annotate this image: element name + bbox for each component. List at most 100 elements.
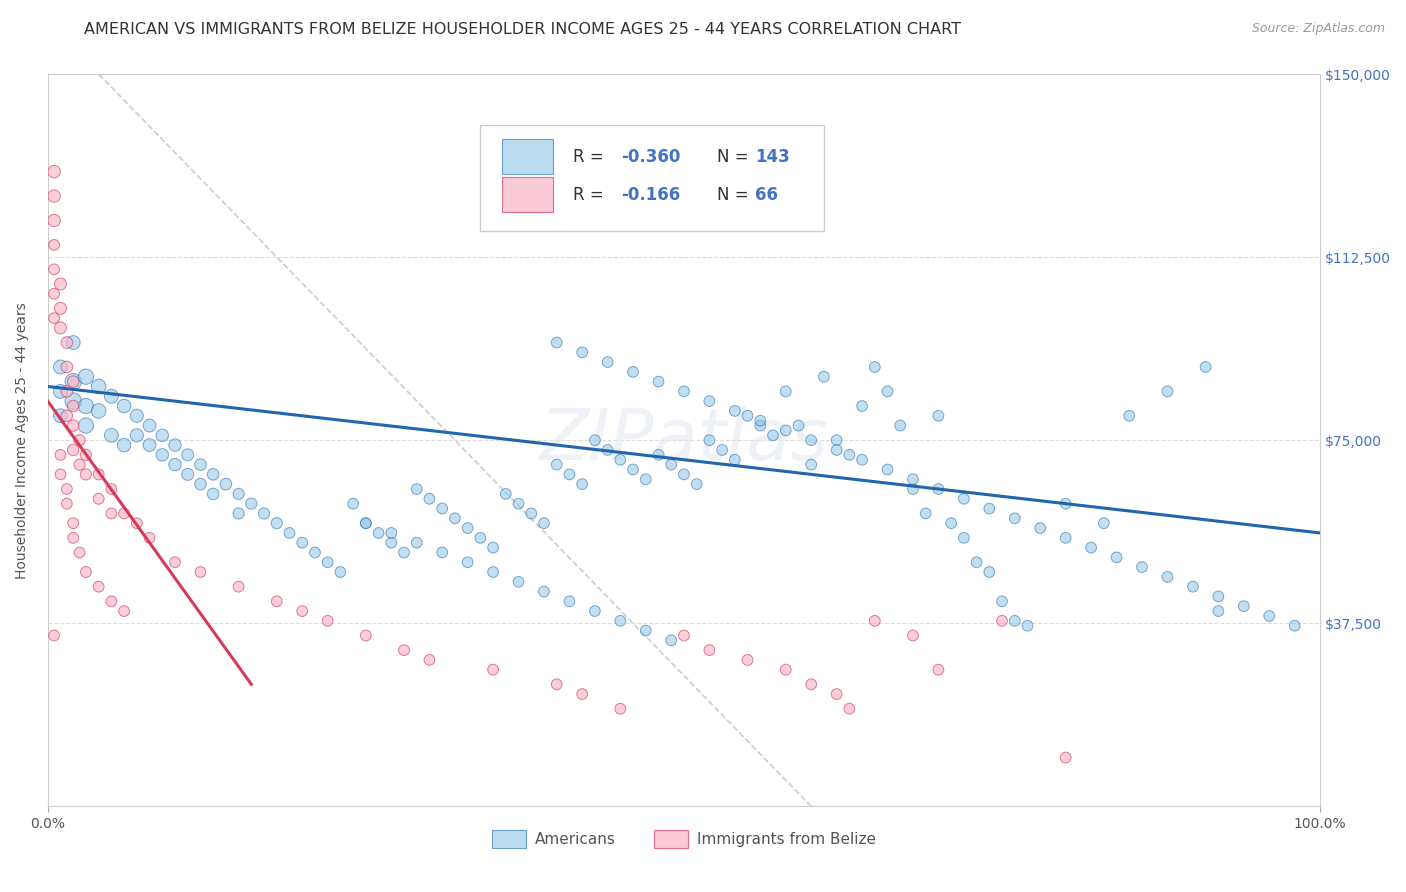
Point bbox=[177, 448, 200, 462]
Point bbox=[634, 624, 657, 638]
Point bbox=[953, 531, 976, 545]
Point bbox=[813, 369, 835, 384]
Point bbox=[253, 507, 276, 521]
Point bbox=[672, 467, 695, 482]
Point bbox=[659, 633, 682, 648]
Point bbox=[901, 472, 924, 486]
Point bbox=[69, 433, 91, 447]
Point bbox=[699, 394, 721, 409]
Point bbox=[42, 189, 65, 203]
Point bbox=[291, 535, 314, 549]
Point bbox=[889, 418, 911, 433]
Point bbox=[163, 555, 186, 569]
Point bbox=[558, 594, 581, 608]
Point bbox=[112, 604, 135, 618]
Point bbox=[49, 467, 72, 482]
Point bbox=[367, 525, 389, 540]
Point bbox=[1092, 516, 1115, 531]
Point bbox=[49, 321, 72, 335]
Point bbox=[190, 565, 212, 579]
Point bbox=[508, 574, 530, 589]
Point bbox=[1017, 618, 1039, 632]
Point bbox=[1029, 521, 1052, 535]
Point bbox=[1208, 604, 1230, 618]
Point bbox=[49, 301, 72, 316]
Point bbox=[380, 525, 402, 540]
Point bbox=[75, 448, 97, 462]
Point bbox=[672, 628, 695, 642]
Point bbox=[1156, 570, 1178, 584]
Point bbox=[62, 375, 84, 389]
Point bbox=[901, 628, 924, 642]
Point bbox=[1181, 580, 1204, 594]
Point bbox=[62, 375, 84, 389]
Point bbox=[838, 448, 860, 462]
Point bbox=[596, 442, 619, 457]
Point bbox=[266, 594, 288, 608]
Point bbox=[392, 545, 415, 559]
Point bbox=[775, 424, 797, 438]
Point bbox=[457, 521, 479, 535]
Point bbox=[659, 458, 682, 472]
Point bbox=[75, 369, 97, 384]
Point bbox=[100, 507, 122, 521]
Point bbox=[482, 541, 505, 555]
Point bbox=[762, 428, 785, 442]
Text: ZIPatlas: ZIPatlas bbox=[540, 406, 828, 475]
Point bbox=[87, 379, 110, 393]
Point bbox=[724, 404, 747, 418]
Point bbox=[316, 555, 339, 569]
Point bbox=[470, 531, 492, 545]
Text: R =: R = bbox=[574, 148, 609, 166]
Point bbox=[775, 663, 797, 677]
Point bbox=[876, 384, 898, 399]
Point bbox=[901, 482, 924, 496]
Point bbox=[979, 565, 1001, 579]
Point bbox=[432, 545, 454, 559]
Legend: Americans, Immigrants from Belize: Americans, Immigrants from Belize bbox=[486, 824, 882, 854]
Bar bbox=[502, 178, 553, 212]
Point bbox=[1208, 590, 1230, 604]
Point bbox=[863, 359, 886, 374]
Point bbox=[876, 462, 898, 476]
Text: Source: ZipAtlas.com: Source: ZipAtlas.com bbox=[1251, 22, 1385, 36]
Point bbox=[112, 438, 135, 452]
Point bbox=[100, 482, 122, 496]
Point bbox=[737, 653, 759, 667]
Point bbox=[62, 394, 84, 409]
Point bbox=[583, 433, 606, 447]
Point bbox=[800, 433, 823, 447]
Text: N =: N = bbox=[717, 186, 754, 204]
Point bbox=[699, 433, 721, 447]
Point bbox=[87, 580, 110, 594]
Point bbox=[405, 482, 427, 496]
Point bbox=[100, 428, 122, 442]
Point bbox=[927, 663, 949, 677]
Point bbox=[685, 477, 707, 491]
Point bbox=[991, 614, 1014, 628]
Point bbox=[62, 531, 84, 545]
Point bbox=[42, 286, 65, 301]
Point bbox=[953, 491, 976, 506]
Point bbox=[432, 501, 454, 516]
Point bbox=[150, 448, 173, 462]
Point bbox=[56, 335, 79, 350]
Point bbox=[571, 687, 593, 701]
Point bbox=[863, 614, 886, 628]
Point bbox=[1054, 497, 1077, 511]
Point bbox=[150, 428, 173, 442]
Point bbox=[56, 482, 79, 496]
Point bbox=[138, 438, 160, 452]
Point bbox=[87, 467, 110, 482]
Point bbox=[1194, 359, 1216, 374]
FancyBboxPatch shape bbox=[481, 125, 824, 232]
Point bbox=[354, 516, 377, 531]
Point bbox=[621, 462, 644, 476]
Point bbox=[711, 442, 734, 457]
Point bbox=[62, 442, 84, 457]
Point bbox=[1130, 560, 1153, 574]
Point bbox=[1156, 384, 1178, 399]
Point bbox=[533, 584, 555, 599]
Point bbox=[672, 384, 695, 399]
Point bbox=[418, 491, 440, 506]
